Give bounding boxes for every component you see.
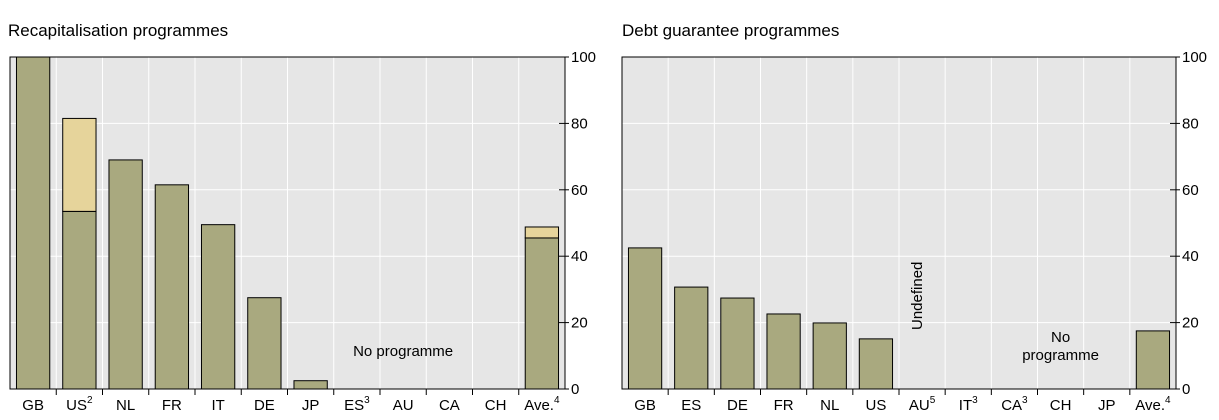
y-tick-label: 0 [571, 381, 579, 398]
x-tick-text: US [66, 397, 87, 414]
y-tick-label: 60 [1182, 182, 1199, 199]
y-tick-label: 80 [571, 115, 588, 132]
bar [858, 338, 894, 390]
x-tick-label: ES [681, 397, 701, 414]
x-tick-text: Ave. [1135, 397, 1165, 414]
x-tick-text: NL [820, 397, 839, 414]
annotation: Undefined [909, 262, 926, 330]
bar [524, 226, 560, 239]
x-tick-text: CH [1050, 397, 1072, 414]
bar [154, 184, 190, 390]
x-tick-text: ES [681, 397, 701, 414]
x-tick-label: CA3 [1001, 395, 1028, 414]
annotation: No programme [353, 343, 453, 360]
x-tick-text: JP [1098, 397, 1116, 414]
x-tick-label: NL [116, 397, 135, 414]
x-tick-text: US [865, 397, 886, 414]
y-tick-label: 100 [1182, 49, 1207, 66]
x-tick-text: AU [909, 397, 930, 414]
x-tick-label: IT [211, 397, 224, 414]
x-tick-text: GB [634, 397, 656, 414]
x-tick-text: IT [211, 397, 224, 414]
x-tick-text: CA [1001, 397, 1022, 414]
x-tick-label: GB [22, 397, 44, 414]
x-tick-label: NL [820, 397, 839, 414]
x-tick-label: IT3 [959, 395, 978, 414]
x-tick-label: AU5 [909, 395, 936, 414]
bar [627, 247, 663, 390]
x-tick-text: CA [439, 397, 460, 414]
x-tick-label: JP [302, 397, 320, 414]
chart-title: Debt guarantee programmes [622, 21, 839, 40]
annotation: No [1051, 329, 1070, 346]
footnote-marker: 2 [87, 395, 93, 406]
y-tick-label: 0 [1182, 381, 1190, 398]
bar [720, 297, 755, 390]
y-tick-label: 60 [571, 182, 588, 199]
x-tick-text: Ave. [524, 397, 554, 414]
bar [62, 117, 97, 212]
bar [62, 210, 97, 390]
x-tick-label: Ave.4 [524, 395, 560, 414]
x-tick-text: FR [162, 397, 182, 414]
y-tick-label: 80 [1182, 115, 1199, 132]
footnote-marker: 4 [1165, 395, 1171, 406]
x-tick-label: DE [727, 397, 748, 414]
x-tick-label: GB [634, 397, 656, 414]
annotation: programme [1022, 347, 1099, 364]
y-tick-label: 100 [571, 49, 596, 66]
bar [200, 224, 236, 390]
footnote-marker: 3 [364, 395, 370, 406]
x-tick-text: FR [774, 397, 794, 414]
bar [674, 286, 709, 390]
x-tick-text: GB [22, 397, 44, 414]
y-tick-label: 20 [571, 315, 588, 332]
y-tick-label: 40 [1182, 248, 1199, 265]
x-tick-label: FR [774, 397, 794, 414]
bar [524, 237, 560, 390]
x-tick-label: US [865, 397, 886, 414]
footnote-marker: 4 [554, 395, 560, 406]
x-tick-text: DE [727, 397, 748, 414]
x-tick-label: US2 [66, 395, 93, 414]
footnote-marker: 3 [1022, 395, 1028, 406]
x-tick-label: FR [162, 397, 182, 414]
x-tick-text: ES [344, 397, 364, 414]
bar [766, 313, 801, 390]
x-tick-label: CH [1050, 397, 1072, 414]
x-tick-label: JP [1098, 397, 1116, 414]
x-tick-text: AU [393, 397, 414, 414]
x-tick-text: IT [959, 397, 972, 414]
x-tick-label: CA [439, 397, 460, 414]
chart-title: Recapitalisation programmes [8, 21, 228, 40]
bar [812, 322, 847, 390]
bar [15, 56, 51, 390]
bar [108, 159, 143, 390]
bar [247, 297, 282, 390]
x-tick-label: Ave.4 [1135, 395, 1171, 414]
x-tick-text: CH [485, 397, 507, 414]
x-tick-text: NL [116, 397, 135, 414]
x-tick-text: DE [254, 397, 275, 414]
footnote-marker: 3 [972, 395, 978, 406]
x-tick-label: AU [393, 397, 414, 414]
y-tick-label: 20 [1182, 315, 1199, 332]
x-tick-label: ES3 [344, 395, 370, 414]
footnote-marker: 5 [930, 395, 936, 406]
bar [293, 380, 328, 390]
bar [1135, 330, 1171, 390]
x-tick-label: CH [485, 397, 507, 414]
y-tick-label: 40 [571, 248, 588, 265]
x-tick-label: DE [254, 397, 275, 414]
x-tick-text: JP [302, 397, 320, 414]
